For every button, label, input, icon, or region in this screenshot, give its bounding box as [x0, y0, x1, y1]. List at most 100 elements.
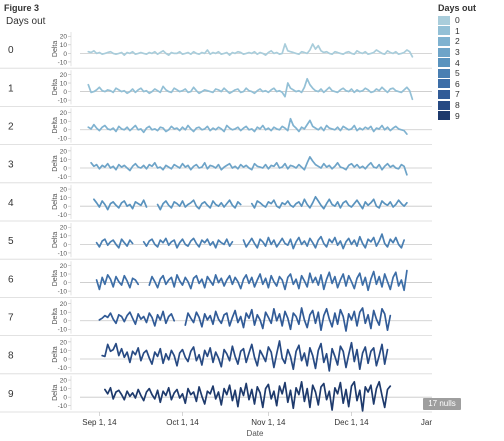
- y-tick-label: 0: [63, 89, 67, 96]
- y-tick-label: 10: [60, 195, 68, 202]
- y-tick-label: 10: [60, 157, 68, 164]
- y-tick-label: 0: [63, 127, 67, 134]
- row-header: Days out: [6, 16, 46, 27]
- legend-swatch: [438, 111, 450, 121]
- legend-swatch: [438, 79, 450, 89]
- y-tick-label: -10: [58, 365, 68, 372]
- row-label: 3: [8, 160, 14, 171]
- figure-title: Figure 3: [4, 3, 40, 13]
- nulls-badge[interactable]: 17 nulls: [423, 398, 461, 410]
- y-tick-label: 20: [60, 339, 68, 346]
- y-tick-label: 0: [63, 204, 67, 211]
- legend-label: 6: [455, 78, 460, 89]
- legend-label: 7: [455, 89, 460, 100]
- y-tick-label: 20: [60, 110, 68, 117]
- series-line-2: [87, 117, 408, 135]
- y-tick-label: 0: [63, 242, 67, 249]
- row-label: 6: [8, 274, 14, 285]
- legend-swatch: [438, 89, 450, 99]
- y-tick-label: 20: [60, 34, 68, 41]
- row-label: 5: [8, 236, 14, 247]
- y-tick-label: 10: [60, 386, 68, 393]
- series-line-6: [95, 269, 408, 292]
- y-axis-title: Delta: [52, 79, 59, 95]
- legend-item-8[interactable]: 8: [438, 100, 502, 111]
- y-axis-title: Delta: [52, 270, 59, 286]
- y-axis-title: Delta: [52, 155, 59, 171]
- y-tick-label: 0: [63, 280, 67, 287]
- y-axis-title: Delta: [52, 232, 59, 248]
- legend-item-9[interactable]: 9: [438, 110, 502, 121]
- series-line-9: [104, 380, 392, 412]
- legend-item-0[interactable]: 0: [438, 15, 502, 26]
- y-tick-label: -10: [58, 327, 68, 334]
- y-tick-label: 10: [60, 310, 68, 317]
- row-label: 0: [8, 45, 14, 56]
- series-line-4: [93, 195, 408, 211]
- legend-label: 4: [455, 57, 460, 68]
- legend-label: 8: [455, 100, 460, 111]
- x-tick-label: Dec 1, 14: [334, 418, 369, 427]
- y-tick-label: 20: [60, 186, 68, 193]
- legend-title: Days out: [438, 3, 477, 13]
- y-tick-label: 20: [60, 72, 68, 79]
- legend-label: 1: [455, 25, 460, 36]
- y-tick-label: -10: [58, 136, 68, 143]
- y-tick-label: 0: [63, 395, 67, 402]
- y-tick-label: 10: [60, 271, 68, 278]
- legend-item-3[interactable]: 3: [438, 47, 502, 58]
- legend-label: 2: [455, 36, 460, 47]
- y-tick-label: 20: [60, 301, 68, 308]
- legend-swatch: [438, 100, 450, 110]
- y-tick-label: -10: [58, 250, 68, 257]
- legend-item-2[interactable]: 2: [438, 36, 502, 47]
- x-tick-label: Oct 1, 14: [166, 418, 199, 427]
- row-label: 8: [8, 351, 14, 362]
- y-tick-label: 10: [60, 348, 68, 355]
- legend-swatch: [438, 26, 450, 36]
- y-tick-label: 0: [63, 356, 67, 363]
- y-axis-title: Delta: [52, 193, 59, 209]
- x-tick-label: Sep 1, 14: [82, 418, 117, 427]
- x-tick-label: Jan 1, 15: [421, 418, 432, 427]
- legend-item-7[interactable]: 7: [438, 89, 502, 100]
- series-line-7: [98, 307, 392, 332]
- y-tick-label: 20: [60, 263, 68, 270]
- series-line-3: [90, 156, 408, 176]
- legend-item-1[interactable]: 1: [438, 26, 502, 37]
- y-tick-label: -10: [58, 174, 68, 181]
- y-tick-label: 20: [60, 148, 68, 155]
- x-axis-title: Date: [247, 429, 264, 438]
- row-label: 4: [8, 198, 14, 209]
- y-tick-label: -10: [58, 98, 68, 105]
- legend-swatch: [438, 36, 450, 46]
- legend-swatch: [438, 68, 450, 78]
- legend-item-4[interactable]: 4: [438, 57, 502, 68]
- legend-item-6[interactable]: 6: [438, 79, 502, 90]
- y-tick-label: 10: [60, 233, 68, 240]
- y-tick-label: 10: [60, 42, 68, 49]
- y-tick-label: -10: [58, 403, 68, 410]
- series-line-5: [95, 233, 405, 250]
- row-label: 2: [8, 122, 14, 133]
- legend-item-5[interactable]: 5: [438, 68, 502, 79]
- legend-label: 0: [455, 15, 460, 26]
- series-line-8: [101, 340, 389, 372]
- legend-label: 3: [455, 47, 460, 58]
- y-tick-label: 0: [63, 51, 67, 58]
- y-tick-label: 10: [60, 119, 68, 126]
- series-line-1: [87, 77, 414, 101]
- y-axis-title: Delta: [52, 346, 59, 362]
- row-label: 1: [8, 83, 14, 94]
- row-label: 9: [8, 389, 14, 400]
- legend-swatch: [438, 47, 450, 57]
- y-tick-label: -10: [58, 212, 68, 219]
- legend-swatch: [438, 15, 450, 25]
- legend-swatch: [438, 58, 450, 68]
- x-tick-label: Nov 1, 14: [251, 418, 286, 427]
- legend-label: 9: [455, 110, 460, 121]
- y-tick-label: -10: [58, 59, 68, 66]
